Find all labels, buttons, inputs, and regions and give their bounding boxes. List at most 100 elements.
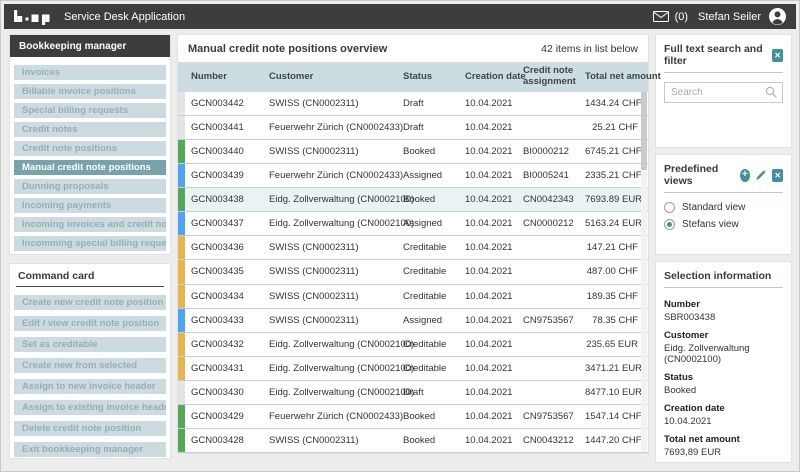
cell-total-net-amount: 25.21 CHF bbox=[592, 122, 638, 134]
cell-total-net-amount: 147.21 CHF bbox=[586, 242, 638, 254]
sidebar-item[interactable]: Credit note positions bbox=[14, 141, 166, 156]
cell-total-net-amount: 5163.24 EUR bbox=[585, 218, 643, 230]
table-row[interactable]: GCN003442 SWISS (CN0002311) Draft 10.04.… bbox=[178, 92, 648, 117]
left-sidebar: Bookkeeping manager Invoices Billable inv… bbox=[9, 34, 171, 459]
table-row[interactable]: GCN003440 SWISS (CN0002311) Booked 10.04… bbox=[178, 140, 648, 165]
sidebar-item[interactable]: Billable invoice positions bbox=[14, 84, 166, 99]
views-panel-title: Predefined views bbox=[664, 163, 719, 188]
page-title: Manual credit note positions overview bbox=[188, 42, 388, 55]
command-item[interactable]: Create new from selected bbox=[14, 358, 166, 373]
cell-number: GCN003432 bbox=[191, 338, 244, 350]
cell-total-net-amount: 7693.89 EUR bbox=[585, 194, 643, 206]
search-input[interactable] bbox=[664, 82, 783, 103]
cell-credit-note-assignment: CN9753567 bbox=[523, 314, 574, 326]
cell-total-net-amount: 235.65 EUR bbox=[586, 338, 638, 350]
main-panel: Manual credit note positions overview 42… bbox=[177, 34, 661, 454]
sidebar-item[interactable]: Special billing requests bbox=[14, 103, 166, 118]
command-item[interactable]: Edit / view credit note position bbox=[14, 316, 166, 331]
search-panel-header: Full text search and filter ✕ bbox=[664, 35, 783, 73]
cell-customer: SWISS (CN0002311) bbox=[269, 314, 359, 326]
cell-creation-date: 10.04.2021 bbox=[465, 362, 513, 374]
cell-status: Assigned bbox=[403, 218, 443, 230]
cell-customer: SWISS (CN0002311) bbox=[269, 146, 359, 158]
table-row[interactable]: GCN003429 Feuerwehr Zürich (CN0002433) B… bbox=[178, 404, 648, 429]
table-row[interactable]: GCN003437 Eidg. Zollverwaltung (CN000210… bbox=[178, 212, 648, 237]
cell-status: Booked bbox=[403, 146, 436, 158]
table-scrollbar-thumb[interactable] bbox=[641, 92, 647, 170]
table-row[interactable]: GCN003439 Feuerwehr Zürich (CN0002433) A… bbox=[178, 164, 648, 189]
sidebar-item[interactable]: Credit notes bbox=[14, 122, 166, 137]
table-row[interactable]: GCN003431 Eidg. Zollverwaltung (CN000210… bbox=[178, 356, 648, 381]
table-row[interactable]: GCN003432 Eidg. Zollverwaltung (CN000210… bbox=[178, 332, 648, 357]
cell-status: Creditable bbox=[403, 290, 447, 302]
sidebar-item[interactable]: Incoming payments bbox=[14, 198, 166, 213]
cell-number: GCN003433 bbox=[191, 314, 244, 326]
radio-icon bbox=[664, 202, 675, 214]
sidebar-item[interactable]: Dunning proposals bbox=[14, 179, 166, 194]
avatar-icon[interactable] bbox=[769, 8, 786, 25]
clear-search-icon[interactable]: ✕ bbox=[772, 48, 783, 62]
command-item[interactable]: Exit bookkeeping manager bbox=[14, 442, 166, 457]
table-row[interactable]: GCN003436 SWISS (CN0002311) Creditable 1… bbox=[178, 236, 648, 261]
table-row[interactable]: GCN003434 SWISS (CN0002311) Creditable 1… bbox=[178, 284, 648, 309]
command-item[interactable]: Assign to new invoice header bbox=[14, 379, 166, 394]
table-row[interactable]: GCN003438 Eidg. Zollverwaltung (CN000210… bbox=[178, 188, 648, 213]
selection-field: Creation date 10.04.2021 bbox=[664, 403, 783, 427]
row-status-indicator bbox=[178, 380, 185, 404]
topbar: Service Desk Application (0) Stefan Seil… bbox=[4, 4, 796, 29]
bookkeeping-manager-card: Bookkeeping manager Invoices Billable inv… bbox=[9, 34, 171, 255]
cell-customer: SWISS (CN0002311) bbox=[269, 290, 359, 302]
selection-field-value: 10.04.2021 bbox=[664, 416, 712, 427]
view-option[interactable]: Standard view bbox=[664, 199, 783, 216]
cell-total-net-amount: 78.35 CHF bbox=[592, 314, 638, 326]
cell-customer: SWISS (CN0002311) bbox=[269, 98, 359, 110]
cell-total-net-amount: 189.35 CHF bbox=[586, 290, 638, 302]
selection-field: Total net amount 7693,89 EUR bbox=[664, 434, 783, 458]
delete-view-icon[interactable]: ✕ bbox=[772, 168, 784, 182]
right-sidebar: Full text search and filter ✕ bbox=[655, 34, 792, 463]
table-row[interactable]: GCN003428 SWISS (CN0002311) Booked 10.04… bbox=[178, 428, 648, 453]
cell-total-net-amount: 487.00 CHF bbox=[586, 266, 638, 278]
sidebar-item[interactable]: Manual credit note positions bbox=[14, 160, 166, 175]
add-view-icon[interactable]: + bbox=[739, 168, 751, 182]
row-status-indicator bbox=[178, 404, 185, 428]
mail-count: (0) bbox=[674, 10, 689, 23]
cell-creation-date: 10.04.2021 bbox=[465, 98, 513, 110]
column-header-customer: Customer bbox=[269, 70, 314, 82]
table-row[interactable]: GCN003435 SWISS (CN0002311) Creditable 1… bbox=[178, 260, 648, 285]
sidebar-item[interactable]: Invoices bbox=[14, 65, 166, 80]
mail-icon[interactable] bbox=[652, 11, 669, 22]
cell-number: GCN003440 bbox=[191, 146, 244, 158]
sidebar-items: Invoices Billable invoice positions Specia… bbox=[10, 57, 170, 254]
user-name[interactable]: Stefan Seiler bbox=[698, 10, 761, 23]
cell-credit-note-assignment: CN0042343 bbox=[523, 194, 574, 206]
cell-status: Booked bbox=[403, 434, 436, 446]
sidebar-item[interactable]: Incoming invoices and credit notes bbox=[14, 217, 166, 232]
edit-view-icon[interactable] bbox=[755, 169, 767, 181]
search-icon bbox=[765, 86, 778, 104]
cell-creation-date: 10.04.2021 bbox=[465, 218, 513, 230]
cell-status: Draft bbox=[403, 98, 424, 110]
cell-creation-date: 10.04.2021 bbox=[465, 314, 513, 326]
command-item[interactable]: Create new credit note position bbox=[14, 295, 166, 310]
cell-status: Creditable bbox=[403, 242, 447, 254]
command-item[interactable]: Assign to existing invoice header bbox=[14, 400, 166, 415]
table-row[interactable]: GCN003433 SWISS (CN0002311) Assigned 10.… bbox=[178, 308, 648, 333]
view-option[interactable]: Stefans view bbox=[664, 216, 783, 233]
command-item[interactable]: Set as creditable bbox=[14, 337, 166, 352]
sidebar-item[interactable]: Incomming special billing requests bbox=[14, 236, 166, 251]
table-row[interactable]: GCN003441 Feuerwehr Zürich (CN0002433) D… bbox=[178, 116, 648, 141]
table-row[interactable]: GCN003430 Eidg. Zollverwaltung (CN000210… bbox=[178, 380, 648, 405]
cell-customer: Eidg. Zollverwaltung (CN0002100) bbox=[269, 194, 415, 206]
views-panel: Predefined views + ✕ Standard view bbox=[655, 154, 792, 255]
cell-number: GCN003437 bbox=[191, 218, 244, 230]
selection-panel-header: Selection information bbox=[664, 262, 783, 288]
selection-field-value: SBR003438 bbox=[664, 312, 716, 323]
cell-status: Booked bbox=[403, 410, 436, 422]
views-panel-header: Predefined views + ✕ bbox=[664, 155, 784, 194]
selection-field-label: Total net amount bbox=[664, 434, 740, 445]
app-logo-icon bbox=[14, 8, 50, 25]
cell-creation-date: 10.04.2021 bbox=[465, 434, 513, 446]
table-scrollbar[interactable] bbox=[641, 92, 647, 452]
command-item[interactable]: Delete credit note position bbox=[14, 421, 166, 436]
